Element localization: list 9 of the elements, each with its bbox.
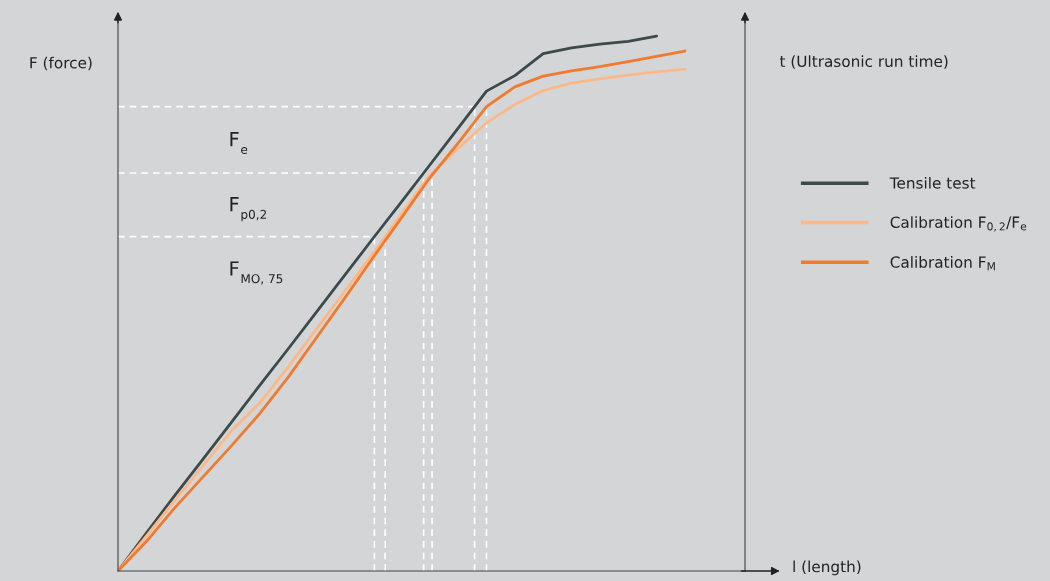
legend-label: Tensile test — [889, 176, 976, 189]
legend-label: Calibration F$_{0,2}$/F$_{e}$ — [890, 216, 1027, 232]
legend-label: Calibration F$_{M}$ — [890, 256, 995, 271]
text: l (length) — [793, 560, 861, 576]
y-axis-title: F (force) — [30, 56, 92, 71]
annotation: FMO, 75 — [230, 261, 283, 285]
annotation: Fe — [230, 132, 248, 154]
text: t (Ultrasonic run time) — [779, 55, 948, 69]
annotation: Fp0,2 — [230, 197, 267, 222]
